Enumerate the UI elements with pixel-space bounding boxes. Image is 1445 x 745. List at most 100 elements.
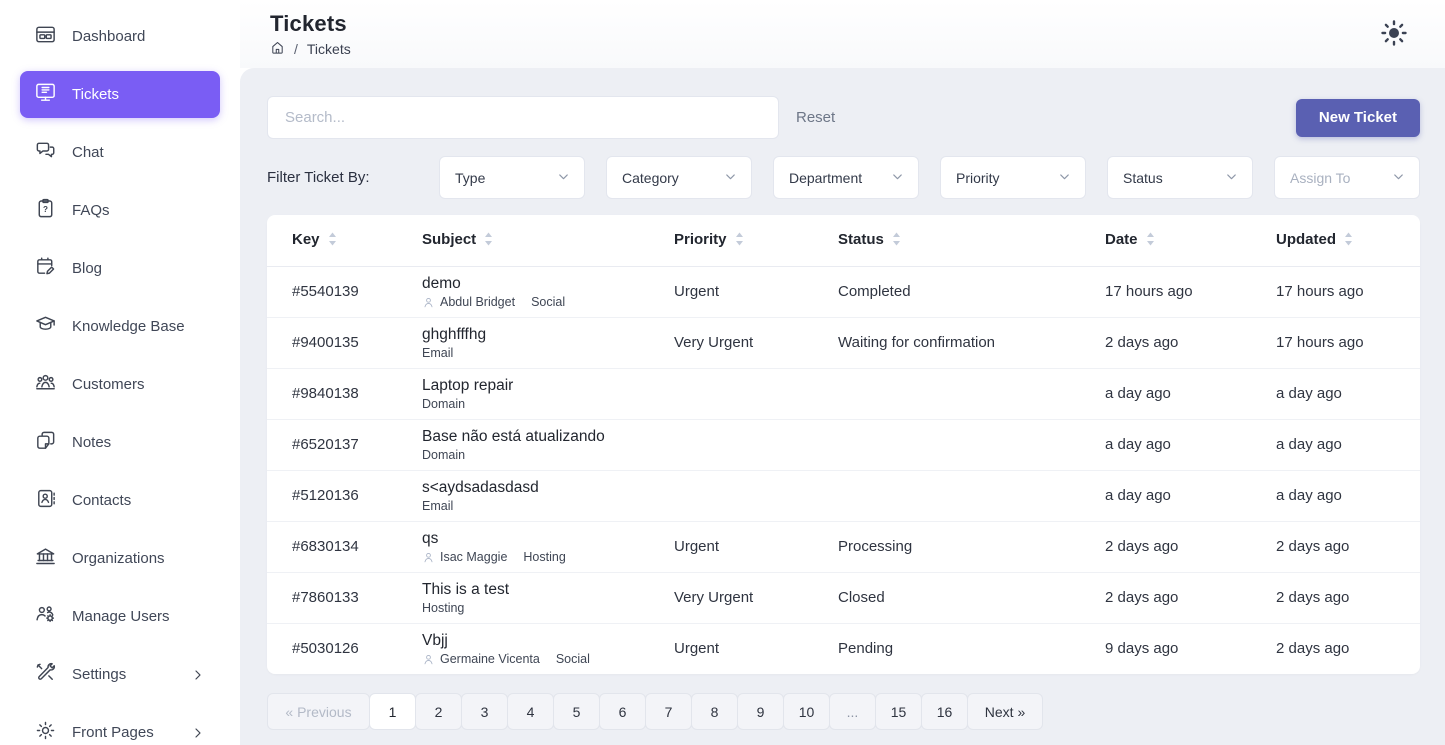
ticket-updated: a day ago [1251, 367, 1420, 419]
ticket-key: #7860133 [267, 571, 397, 623]
ticket-date: 2 days ago [1080, 520, 1251, 572]
table-row[interactable]: #7860133 This is a test Hosting Very Urg… [267, 571, 1420, 623]
top-header: Tickets / Tickets [240, 0, 1445, 68]
pagination-page-button[interactable]: 3 [461, 693, 508, 730]
pagination-page-button[interactable]: 5 [553, 693, 600, 730]
sidebar: Dashboard Tickets Chat ? FAQs Blog Knowl… [0, 0, 240, 745]
ticket-subject: Laptop repair [422, 376, 514, 394]
sidebar-item-settings[interactable]: Settings [20, 651, 220, 698]
pagination-page-button[interactable]: 16 [921, 693, 968, 730]
sidebar-item-tickets[interactable]: Tickets [20, 71, 220, 118]
ticket-status [813, 418, 1080, 470]
sidebar-item-faqs[interactable]: ? FAQs [20, 187, 220, 234]
table-row[interactable]: #6520137 Base não está atualizando Domai… [267, 418, 1420, 470]
ticket-date: a day ago [1080, 418, 1251, 470]
sidebar-item-dashboard[interactable]: Dashboard [20, 13, 220, 60]
pagination-page-button[interactable]: 15 [875, 693, 922, 730]
ticket-subject: qs [422, 529, 439, 547]
chat-icon [34, 139, 57, 167]
sort-icon[interactable] [735, 232, 744, 250]
filter-department-select[interactable]: Department [773, 156, 919, 199]
pagination-page-button[interactable]: 4 [507, 693, 554, 730]
sidebar-item-organizations[interactable]: Organizations [20, 535, 220, 582]
reset-button[interactable]: Reset [796, 109, 836, 126]
search-input[interactable] [267, 96, 779, 139]
home-icon[interactable] [270, 40, 285, 58]
sidebar-item-knowledge-base[interactable]: Knowledge Base [20, 303, 220, 350]
faqs-icon: ? [34, 197, 57, 225]
new-ticket-button[interactable]: New Ticket [1295, 98, 1420, 137]
pagination-next-button[interactable]: Next » [967, 693, 1043, 730]
table-row[interactable]: #6830134 qs Isac Maggie Hosting Urgent Pr… [267, 520, 1420, 572]
front-pages-icon [34, 719, 57, 745]
pagination-page-button[interactable]: 1 [369, 693, 416, 730]
ticket-date: 17 hours ago [1105, 283, 1193, 300]
dashboard-icon [34, 23, 57, 51]
sidebar-item-label: Knowledge Base [72, 318, 185, 335]
pagination-page-button[interactable]: 10 [783, 693, 830, 730]
filter-priority-select[interactable]: Priority [940, 156, 1086, 199]
page-title: Tickets [270, 10, 347, 36]
notes-icon [34, 429, 57, 457]
chevron-down-icon [556, 169, 571, 187]
filter-toolbar: Filter Ticket By: Type Category Departme… [267, 156, 1420, 199]
pagination-page-button[interactable]: 6 [599, 693, 646, 730]
filter-type-select[interactable]: Type [439, 156, 585, 199]
theme-toggle-button[interactable] [1375, 14, 1413, 55]
contacts-icon [34, 487, 57, 515]
ticket-status: Pending [813, 622, 1080, 674]
sidebar-item-front-pages[interactable]: Front Pages [20, 709, 220, 745]
table-row[interactable]: #5540139 demo Abdul Bridget Social Urgent… [267, 266, 1420, 317]
tickets-table: Key Subject Priority Status Date Updated… [267, 215, 1420, 674]
ticket-category: Domain [422, 397, 466, 412]
ticket-priority [649, 418, 813, 470]
sidebar-item-label: Tickets [72, 86, 119, 103]
blog-icon [34, 255, 57, 283]
ticket-status: Processing [813, 520, 1080, 572]
table-row[interactable]: #5030126 Vbjj Germaine Vicenta Social Urg… [267, 622, 1420, 674]
pagination-page-button[interactable]: 7 [645, 693, 692, 730]
sidebar-item-label: Blog [72, 260, 103, 277]
sidebar-item-label: Customers [72, 376, 145, 393]
ticket-category: Hosting [422, 601, 465, 616]
sort-icon[interactable] [892, 232, 901, 250]
filter-status-select[interactable]: Status [1107, 156, 1253, 199]
sort-icon[interactable] [484, 232, 493, 250]
sidebar-item-manage-users[interactable]: Manage Users [20, 593, 220, 640]
table-row[interactable]: #5120136 s<aydsadasdasd Email a day ago … [267, 469, 1420, 521]
ticket-date: a day ago [1080, 469, 1251, 521]
sidebar-item-blog[interactable]: Blog [20, 245, 220, 292]
table-header-row: Key Subject Priority Status Date Updated [267, 215, 1420, 267]
customers-icon [34, 371, 57, 399]
sort-icon[interactable] [1146, 232, 1155, 250]
sort-icon[interactable] [1344, 232, 1353, 250]
sidebar-item-notes[interactable]: Notes [20, 419, 220, 466]
pagination-page-button[interactable]: 8 [691, 693, 738, 730]
ticket-status [813, 367, 1080, 419]
sidebar-item-label: Manage Users [72, 608, 170, 625]
ticket-status: Closed [813, 571, 1080, 623]
knowledge-base-icon [34, 313, 57, 341]
sort-icon[interactable] [328, 232, 337, 250]
ticket-subject: Base não está atualizando [422, 427, 605, 445]
sidebar-item-chat[interactable]: Chat [20, 129, 220, 176]
pagination-page-button[interactable]: 2 [415, 693, 462, 730]
filter-category-select[interactable]: Category [606, 156, 752, 199]
organizations-icon [34, 545, 57, 573]
sidebar-item-contacts[interactable]: Contacts [20, 477, 220, 524]
filter-assign-to-select[interactable]: Assign To [1274, 156, 1420, 199]
column-header-date: Date [1105, 230, 1138, 248]
ticket-key: #5030126 [267, 622, 397, 674]
ticket-updated: a day ago [1251, 469, 1420, 521]
sidebar-item-customers[interactable]: Customers [20, 361, 220, 408]
breadcrumb-separator: / [294, 40, 298, 57]
table-row[interactable]: #9840138 Laptop repair Domain a day ago … [267, 367, 1420, 419]
chevron-down-icon [1224, 169, 1239, 187]
sidebar-item-label: Organizations [72, 550, 165, 567]
pagination-page-button[interactable]: 9 [737, 693, 784, 730]
ticket-updated: 2 days ago [1251, 520, 1420, 572]
table-row[interactable]: #9400135 ghghfffhg Email Very Urgent Wai… [267, 316, 1420, 368]
sidebar-item-label: Notes [72, 434, 112, 451]
pagination-previous-button[interactable]: « Previous [267, 693, 370, 730]
